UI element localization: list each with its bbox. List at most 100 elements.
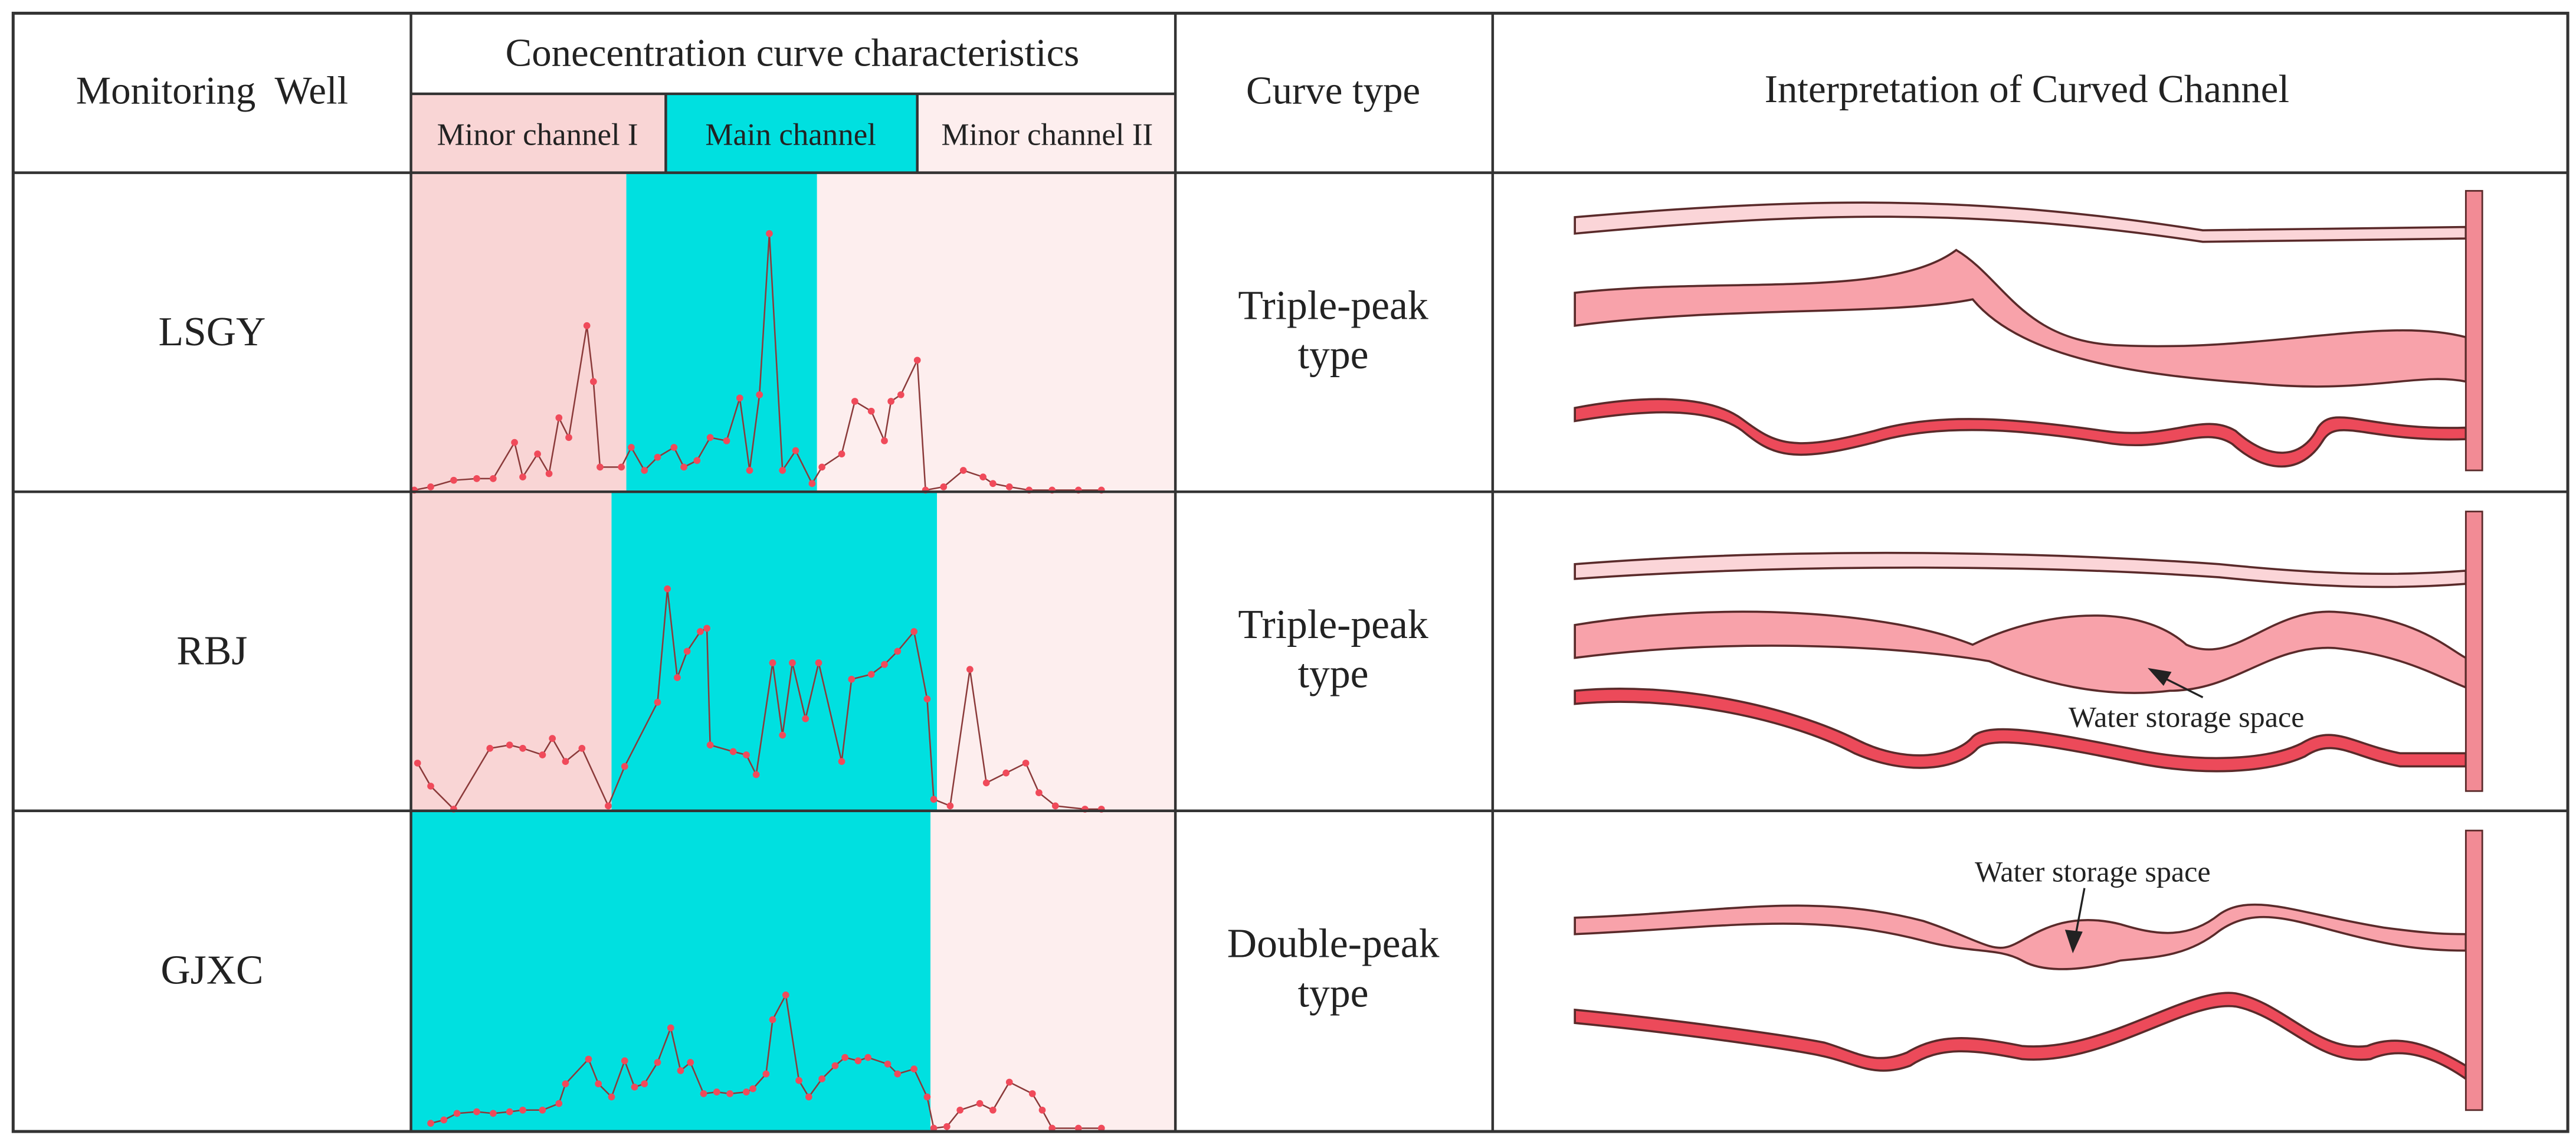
header-type: Curve type bbox=[1246, 69, 1420, 113]
curve-point bbox=[534, 450, 541, 457]
arrow bbox=[2064, 668, 2204, 954]
curve-point bbox=[808, 480, 816, 488]
curve-point bbox=[894, 1070, 902, 1078]
curve-point bbox=[706, 741, 714, 749]
curve-point bbox=[769, 659, 776, 666]
curve-point bbox=[1035, 789, 1043, 796]
curve-point bbox=[687, 1059, 694, 1066]
curve-point bbox=[930, 796, 938, 803]
curve-point bbox=[976, 1100, 984, 1107]
curve-point bbox=[838, 758, 845, 765]
curve-point bbox=[506, 1108, 513, 1116]
curve-point bbox=[923, 1093, 931, 1101]
curve-point bbox=[779, 731, 786, 739]
curve-point bbox=[440, 1116, 448, 1124]
concentration-curve bbox=[414, 233, 1102, 491]
curve-point bbox=[989, 1106, 997, 1114]
curve-point bbox=[654, 1059, 661, 1066]
curve-point bbox=[641, 1080, 648, 1088]
curve-point bbox=[1005, 483, 1013, 490]
curve-point bbox=[664, 585, 671, 593]
curve-point bbox=[703, 624, 710, 632]
curve-point bbox=[989, 480, 997, 488]
curve-point bbox=[884, 1060, 892, 1068]
curve-point bbox=[511, 439, 518, 446]
curve-point bbox=[1097, 1124, 1105, 1132]
curve-point bbox=[562, 758, 569, 765]
curve-point bbox=[555, 414, 563, 421]
curve-point bbox=[867, 671, 875, 678]
curve-point bbox=[539, 1106, 546, 1114]
curve-point bbox=[583, 322, 591, 329]
channel-diagram bbox=[1574, 829, 2483, 1111]
curve-point bbox=[726, 1090, 733, 1097]
curve-point bbox=[706, 434, 714, 441]
curve-point bbox=[940, 483, 948, 490]
curve-point bbox=[667, 1024, 674, 1032]
curve-type: type bbox=[1298, 652, 1369, 697]
curve-point bbox=[565, 434, 572, 441]
curve-point bbox=[545, 470, 553, 477]
curve-point bbox=[506, 741, 513, 749]
curve-point bbox=[427, 783, 434, 790]
curve-point bbox=[453, 1110, 461, 1117]
curve-point bbox=[595, 1080, 602, 1088]
curve-point bbox=[1074, 1124, 1082, 1132]
curve-point bbox=[867, 407, 875, 415]
curve-point bbox=[621, 1057, 628, 1065]
curve-point bbox=[818, 463, 825, 471]
curve-point bbox=[982, 779, 990, 787]
curve-point bbox=[519, 744, 526, 752]
curve-point bbox=[473, 475, 480, 482]
curve-point bbox=[680, 463, 687, 471]
curve-point bbox=[841, 1054, 848, 1061]
curve-point bbox=[641, 467, 648, 474]
curve-type: Triple-peak bbox=[1238, 602, 1428, 647]
curve-point bbox=[450, 476, 457, 484]
header-minor1: Minor channel I bbox=[437, 117, 638, 152]
curve-point bbox=[779, 467, 786, 474]
channel-diagram bbox=[1574, 511, 2483, 792]
curve-point bbox=[631, 1083, 638, 1091]
curve-point bbox=[1002, 769, 1010, 777]
curve-point bbox=[589, 378, 597, 385]
curve-point bbox=[854, 1057, 862, 1065]
curve-point bbox=[578, 744, 586, 752]
header-well: Monitoring Well bbox=[76, 69, 348, 113]
curve-point bbox=[677, 1067, 684, 1074]
curve-point bbox=[597, 463, 604, 471]
curve-point bbox=[749, 1085, 756, 1093]
curve-point bbox=[979, 473, 987, 480]
header-main: Main channel bbox=[705, 117, 876, 152]
header-interpretation: Interpretation of Curved Channel bbox=[1765, 67, 2289, 111]
curve-type: type bbox=[1298, 970, 1369, 1016]
curve-point bbox=[693, 457, 701, 465]
curve-point bbox=[697, 628, 704, 635]
curve-point bbox=[910, 628, 917, 635]
curve-point bbox=[713, 1088, 720, 1096]
curve-point bbox=[1022, 760, 1030, 767]
curve-type: type bbox=[1298, 332, 1369, 378]
curve-point bbox=[618, 463, 625, 471]
curve-point bbox=[519, 473, 526, 480]
curve-point bbox=[752, 771, 760, 779]
curve-point bbox=[608, 1093, 615, 1101]
backgrounds bbox=[411, 93, 1176, 1132]
curve-point bbox=[1028, 1090, 1036, 1097]
curve-point bbox=[555, 1100, 563, 1107]
curve-point bbox=[792, 447, 799, 454]
curve-point bbox=[769, 1016, 776, 1023]
header-minor2: Minor channel II bbox=[942, 117, 1153, 152]
well-name: LSGY bbox=[158, 309, 266, 355]
curve-point bbox=[766, 230, 773, 237]
curve-point bbox=[1038, 1106, 1046, 1114]
header-curve: Conecentration curve characteristics bbox=[506, 31, 1080, 75]
well-name: GJXC bbox=[160, 947, 263, 993]
curve-point bbox=[946, 802, 954, 810]
curve-point bbox=[756, 391, 763, 398]
curve-point bbox=[956, 1106, 964, 1114]
curve-point bbox=[562, 1080, 569, 1088]
curve-point bbox=[486, 744, 494, 752]
curve-point bbox=[831, 1062, 839, 1069]
